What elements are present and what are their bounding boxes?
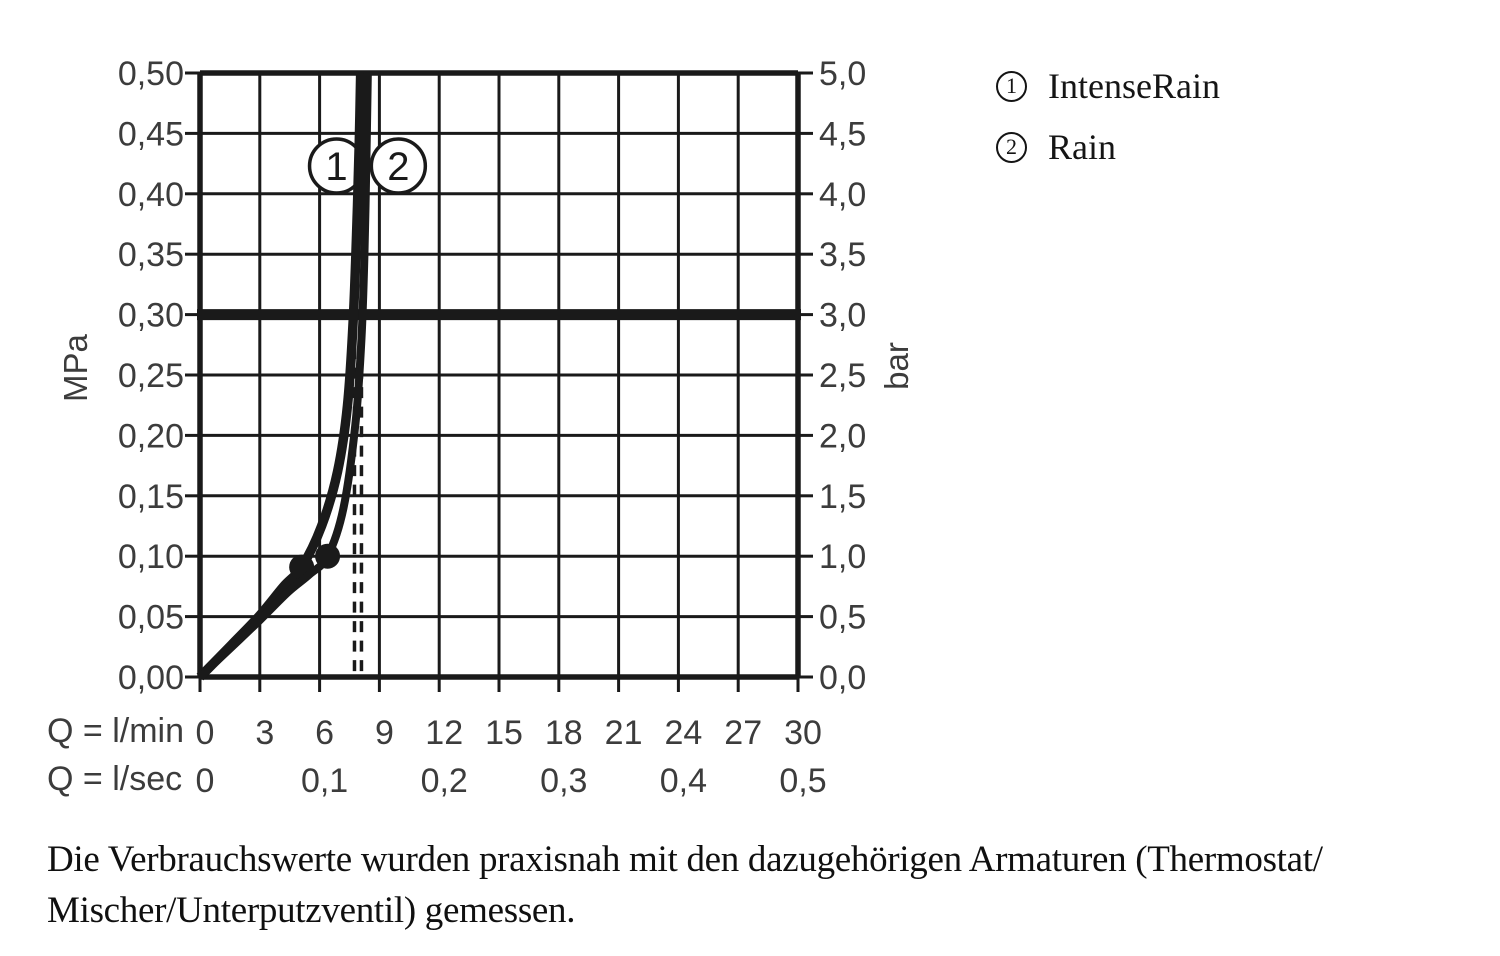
lmin-tick-label: 27 xyxy=(724,714,762,752)
mpa-tick-label: 0,15 xyxy=(118,478,184,516)
curve-callout-number: 2 xyxy=(387,145,409,189)
lmin-tick-label: 0 xyxy=(196,714,215,752)
y-axis-unit-mpa: MPa xyxy=(57,334,94,402)
mpa-tick-label: 0,20 xyxy=(118,417,184,455)
lsec-tick-label: 0,3 xyxy=(540,762,587,800)
bar-tick-label: 3,0 xyxy=(819,297,866,335)
curve-callout-number: 1 xyxy=(325,145,347,189)
bar-tick-label: 4,5 xyxy=(819,115,866,153)
lsec-tick-label: 0 xyxy=(196,762,215,800)
lmin-tick-label: 24 xyxy=(664,714,702,752)
mpa-tick-label: 0,50 xyxy=(118,55,184,93)
lmin-tick-label: 12 xyxy=(425,714,463,752)
circled-number-1-icon: 1 xyxy=(996,70,1027,102)
curve-callout-circle xyxy=(369,137,428,195)
bar-tick-label: 0,5 xyxy=(819,599,866,637)
bar-tick-label: 4,0 xyxy=(819,176,866,214)
curve-rain xyxy=(197,72,372,680)
lmin-tick-label: 18 xyxy=(545,714,583,752)
lsec-tick-label: 0,5 xyxy=(779,762,826,800)
bar-tick-label: 2,0 xyxy=(819,417,866,455)
legend-label-rain: Rain xyxy=(1048,127,1116,167)
lmin-tick-label: 15 xyxy=(485,714,523,752)
legend-label-intenserain: IntenseRain xyxy=(1048,66,1220,106)
bar-tick-label: 5,0 xyxy=(819,55,866,93)
mpa-tick-label: 0,30 xyxy=(118,297,184,335)
mpa-tick-label: 0,40 xyxy=(118,176,184,214)
mpa-tick-label: 0,10 xyxy=(118,538,184,576)
footnote-line-2: Mischer/Unterputzventil) gemessen. xyxy=(47,890,576,931)
lsec-tick-label: 0,4 xyxy=(660,762,707,800)
lmin-tick-label: 3 xyxy=(255,714,274,752)
lsec-tick-label: 0,2 xyxy=(421,762,468,800)
lmin-tick-label: 21 xyxy=(605,714,643,752)
bar-tick-label: 1,0 xyxy=(819,538,866,576)
mpa-tick-label: 0,35 xyxy=(118,236,184,274)
lmin-tick-label: 30 xyxy=(784,714,822,752)
x-axis-unit-lmin: Q = l/min xyxy=(47,712,184,750)
legend-item-intenserain: 1 IntenseRain xyxy=(996,66,1220,106)
bar-tick-label: 1,5 xyxy=(819,478,866,516)
footnote-line-1: Die Verbrauchswerte wurden praxisnah mit… xyxy=(47,839,1323,880)
marker-rain xyxy=(315,543,341,569)
mpa-tick-label: 0,00 xyxy=(118,659,184,697)
y-axis-unit-bar: bar xyxy=(878,342,915,390)
mpa-tick-label: 0,45 xyxy=(118,115,184,153)
mpa-tick-label: 0,05 xyxy=(118,599,184,637)
x-axis-unit-lsec: Q = l/sec xyxy=(47,760,183,798)
footnote: Die Verbrauchswerte wurden praxisnah mit… xyxy=(47,834,1323,936)
lmin-tick-label: 6 xyxy=(315,714,334,752)
bar-tick-label: 0,0 xyxy=(819,659,866,697)
circled-number-2-icon: 2 xyxy=(996,131,1027,163)
lmin-tick-label: 9 xyxy=(375,714,394,752)
bar-tick-label: 3,5 xyxy=(819,236,866,274)
mpa-tick-label: 0,25 xyxy=(118,357,184,395)
lsec-tick-label: 0,1 xyxy=(301,762,348,800)
bar-tick-label: 2,5 xyxy=(819,357,866,395)
legend-item-rain: 2 Rain xyxy=(996,127,1220,167)
legend: 1 IntenseRain 2 Rain xyxy=(996,66,1220,189)
